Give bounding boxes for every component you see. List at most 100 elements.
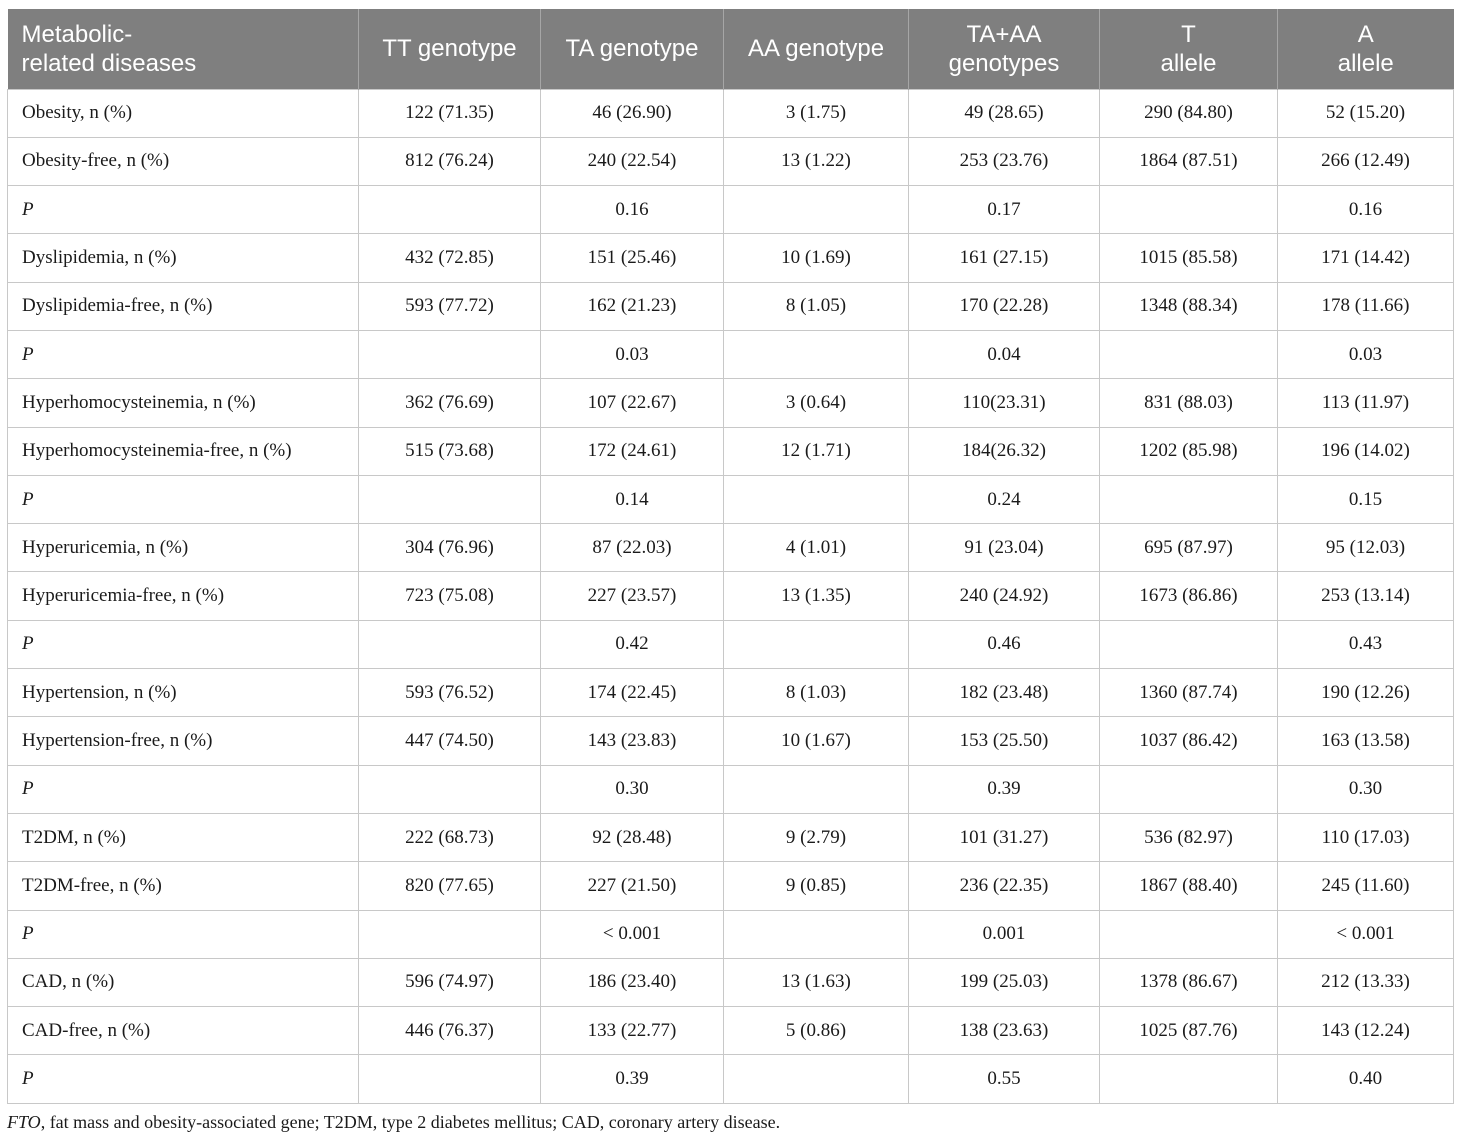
table-cell: 1202 (85.98) <box>1099 426 1278 476</box>
table-cell: 1037 (86.42) <box>1099 716 1278 766</box>
table-cell: 0.17 <box>908 185 1100 235</box>
table-cell: 240 (24.92) <box>908 571 1100 621</box>
table-cell: 10 (1.67) <box>723 716 909 766</box>
table-cell: 161 (27.15) <box>908 233 1100 283</box>
p-value-row: P 0.39 0.55 0.40 <box>7 1054 1454 1104</box>
table-cell: 593 (77.72) <box>358 281 541 331</box>
table-cell: 0.43 <box>1277 619 1454 670</box>
row-label: Hyperhomocysteinemia-free, n (%) <box>7 426 359 476</box>
column-header: TA genotype <box>540 9 724 89</box>
table-cell: 133 (22.77) <box>540 1006 724 1056</box>
table-cell: 0.16 <box>1277 185 1454 235</box>
table-cell: 13 (1.22) <box>723 136 909 187</box>
table-cell: 290 (84.80) <box>1099 88 1278 138</box>
table-cell: 447 (74.50) <box>358 716 541 766</box>
table-row: Hyperhomocysteinemia, n (%) 362 (76.69) 10… <box>7 378 1454 428</box>
table-cell <box>358 329 541 380</box>
table-row: Hypertension-free, n (%) 447 (74.50) 143 (… <box>7 716 1454 766</box>
row-label: P <box>7 909 359 959</box>
table-cell: 153 (25.50) <box>908 716 1100 766</box>
table-cell: < 0.001 <box>1277 909 1454 959</box>
table-header: Metabolic-related diseases TT genotype TA … <box>7 9 1454 89</box>
row-label: P <box>7 764 359 814</box>
table-cell: 593 (76.52) <box>358 668 541 718</box>
row-label: Hyperhomocysteinemia, n (%) <box>7 378 359 428</box>
table-cell: 95 (12.03) <box>1277 523 1454 573</box>
table-cell <box>1099 619 1278 670</box>
table-cell: 190 (12.26) <box>1277 668 1454 718</box>
table-row: Hyperuricemia-free, n (%) 723 (75.08) 227 … <box>7 571 1454 621</box>
table-cell <box>723 474 909 525</box>
table-cell: 151 (25.46) <box>540 233 724 283</box>
table-cell <box>358 1054 541 1104</box>
table-cell: 304 (76.96) <box>358 523 541 573</box>
table-cell: 723 (75.08) <box>358 571 541 621</box>
row-label: CAD, n (%) <box>7 957 359 1008</box>
table-cell: 110 (17.03) <box>1277 812 1454 863</box>
table-cell: 0.55 <box>908 1054 1100 1104</box>
table-cell: 240 (22.54) <box>540 136 724 187</box>
table-cell <box>723 909 909 959</box>
table-cell: 245 (11.60) <box>1277 861 1454 911</box>
table-cell: 182 (23.48) <box>908 668 1100 718</box>
table-cell: 8 (1.05) <box>723 281 909 331</box>
table-cell: 13 (1.35) <box>723 571 909 621</box>
table-cell: 695 (87.97) <box>1099 523 1278 573</box>
table-cell: 212 (13.33) <box>1277 957 1454 1008</box>
table-cell: 143 (23.83) <box>540 716 724 766</box>
table-cell: 162 (21.23) <box>540 281 724 331</box>
row-label: P <box>7 185 359 235</box>
table-cell: 253 (23.76) <box>908 136 1100 187</box>
table-cell: 0.03 <box>540 329 724 380</box>
table-cell <box>358 764 541 814</box>
table-cell <box>358 909 541 959</box>
row-label: Hypertension, n (%) <box>7 668 359 718</box>
results-table-container: Metabolic-related diseases TT genotype TA … <box>7 9 1454 1104</box>
table-cell: 10 (1.69) <box>723 233 909 283</box>
table-cell: 163 (13.58) <box>1277 716 1454 766</box>
table-cell: 536 (82.97) <box>1099 812 1278 863</box>
table-cell: 3 (0.64) <box>723 378 909 428</box>
table-cell <box>358 185 541 235</box>
table-cell: 820 (77.65) <box>358 861 541 911</box>
table-cell: 8 (1.03) <box>723 668 909 718</box>
table-cell: 0.30 <box>1277 764 1454 814</box>
table-cell: 196 (14.02) <box>1277 426 1454 476</box>
table-cell: 122 (71.35) <box>358 88 541 138</box>
column-header: TT genotype <box>358 9 541 89</box>
table-cell: 12 (1.71) <box>723 426 909 476</box>
table-cell <box>723 1054 909 1104</box>
table-cell <box>358 474 541 525</box>
table-cell: 5 (0.86) <box>723 1006 909 1056</box>
table-cell: 1348 (88.34) <box>1099 281 1278 331</box>
table-row: CAD, n (%) 596 (74.97) 186 (23.40) 13 (1.63… <box>7 957 1454 1008</box>
table-cell <box>1099 909 1278 959</box>
table-cell <box>1099 329 1278 380</box>
row-label: P <box>7 474 359 525</box>
table-row: CAD-free, n (%) 446 (76.37) 133 (22.77) 5 (… <box>7 1006 1454 1056</box>
table-cell: 0.04 <box>908 329 1100 380</box>
table-cell: 253 (13.14) <box>1277 571 1454 621</box>
table-cell: 172 (24.61) <box>540 426 724 476</box>
footnote-text: , fat mass and obesity-associated gene; … <box>40 1112 781 1132</box>
row-label: Obesity, n (%) <box>7 88 359 138</box>
table-cell <box>723 329 909 380</box>
table-cell: 110(23.31) <box>908 378 1100 428</box>
table-cell: 227 (23.57) <box>540 571 724 621</box>
table-cell: 0.14 <box>540 474 724 525</box>
table-cell: < 0.001 <box>540 909 724 959</box>
table-cell: 1378 (86.67) <box>1099 957 1278 1008</box>
table-cell: 812 (76.24) <box>358 136 541 187</box>
p-value-row: P 0.42 0.46 0.43 <box>7 619 1454 670</box>
footnote-abbreviation: FTO <box>7 1112 41 1132</box>
table-cell: 515 (73.68) <box>358 426 541 476</box>
table-cell <box>723 619 909 670</box>
table-row: Hyperhomocysteinemia-free, n (%) 515 (73.… <box>7 426 1454 476</box>
table-cell: 113 (11.97) <box>1277 378 1454 428</box>
table-cell: 174 (22.45) <box>540 668 724 718</box>
column-header: Metabolic-related diseases <box>7 9 359 89</box>
table-cell <box>358 619 541 670</box>
table-cell: 0.16 <box>540 185 724 235</box>
